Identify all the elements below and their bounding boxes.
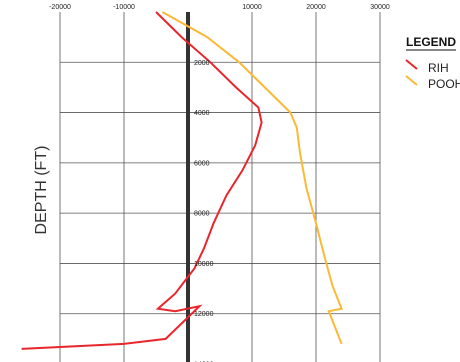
x-tick-label: -10000: [113, 4, 135, 11]
y-axis-ticks: 2000400060008000100001200014000: [194, 60, 214, 362]
x-tick-label: 10000: [242, 4, 262, 11]
y-tick-label: 6000: [194, 160, 210, 167]
legend: LEGEND RIH POOH: [405, 35, 460, 91]
grid: [59, 12, 381, 362]
y-tick-label: 2000: [194, 60, 210, 67]
x-tick-label: 20000: [306, 4, 326, 11]
y-tick-label: 12000: [194, 311, 214, 318]
legend-swatch-pooh: [405, 75, 418, 86]
legend-label-rih: RIH: [428, 61, 449, 75]
series-lines: [21, 11, 343, 350]
y-tick-label: 4000: [194, 110, 210, 117]
x-axis-ticks: -20000 -10000 10000 20000 30000: [49, 4, 390, 11]
legend-label-pooh: POOH: [428, 77, 460, 91]
y-tick-label: 8000: [194, 211, 210, 218]
x-tick-label: -20000: [49, 4, 71, 11]
y-tick-label: 10000: [194, 261, 214, 268]
legend-swatch-rih: [405, 59, 418, 70]
y-axis-label: DEPTH (FT): [33, 146, 50, 235]
series-line-rih: [21, 11, 263, 350]
x-tick-label: 30000: [370, 4, 390, 11]
legend-title: LEGEND: [406, 35, 456, 49]
series-line-pooh: [161, 11, 343, 345]
